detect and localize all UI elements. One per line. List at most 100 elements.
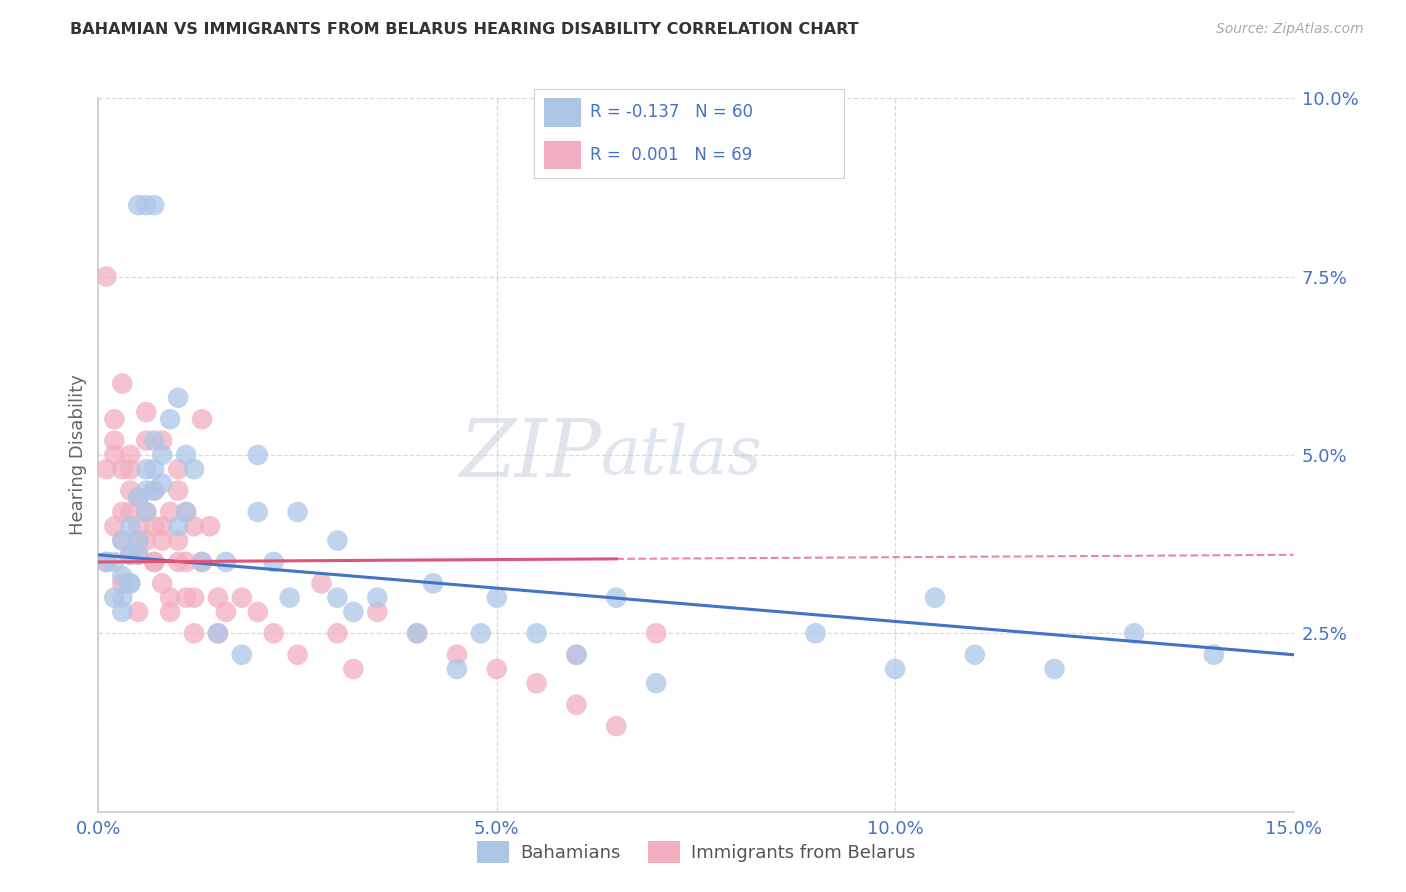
Point — [127, 533, 149, 548]
Point — [191, 555, 214, 569]
Y-axis label: Hearing Disability: Hearing Disability — [69, 375, 87, 535]
Text: Source: ZipAtlas.com: Source: ZipAtlas.com — [1216, 22, 1364, 37]
Point — [191, 412, 214, 426]
Point — [183, 462, 205, 476]
Point — [120, 448, 142, 462]
Point — [287, 648, 309, 662]
Text: atlas: atlas — [600, 422, 762, 488]
Point — [174, 555, 197, 569]
Point — [103, 555, 125, 569]
Point — [127, 491, 149, 505]
Point — [143, 555, 166, 569]
Point — [446, 648, 468, 662]
Point — [207, 591, 229, 605]
Point — [215, 555, 238, 569]
Point — [207, 626, 229, 640]
Point — [103, 434, 125, 448]
Point — [366, 605, 388, 619]
Point — [143, 198, 166, 212]
Point — [605, 719, 627, 733]
Point — [246, 505, 269, 519]
Point — [159, 605, 181, 619]
Point — [143, 434, 166, 448]
Point — [127, 519, 149, 533]
Point — [198, 519, 221, 533]
Point — [366, 591, 388, 605]
Point — [174, 448, 197, 462]
Point — [174, 591, 197, 605]
Bar — [544, 98, 581, 127]
Point — [326, 533, 349, 548]
Point — [103, 448, 125, 462]
Point — [446, 662, 468, 676]
Point — [103, 591, 125, 605]
Point — [246, 448, 269, 462]
Point — [150, 448, 173, 462]
Point — [342, 662, 364, 676]
Point — [884, 662, 907, 676]
Point — [526, 676, 548, 690]
Point — [150, 576, 173, 591]
Point — [143, 519, 166, 533]
Point — [565, 648, 588, 662]
Point — [159, 505, 181, 519]
Point — [150, 519, 173, 533]
Point — [422, 576, 444, 591]
Point — [645, 626, 668, 640]
Point — [120, 505, 142, 519]
Point — [470, 626, 492, 640]
Point — [111, 505, 134, 519]
Point — [120, 462, 142, 476]
Point — [605, 591, 627, 605]
Point — [565, 648, 588, 662]
Point — [111, 576, 134, 591]
Bar — [544, 141, 581, 169]
Point — [127, 533, 149, 548]
Point — [183, 519, 205, 533]
Point — [406, 626, 429, 640]
Point — [111, 462, 134, 476]
Point — [231, 591, 253, 605]
Point — [406, 626, 429, 640]
Point — [207, 626, 229, 640]
Point — [174, 505, 197, 519]
Text: BAHAMIAN VS IMMIGRANTS FROM BELARUS HEARING DISABILITY CORRELATION CHART: BAHAMIAN VS IMMIGRANTS FROM BELARUS HEAR… — [70, 22, 859, 37]
Point — [167, 519, 190, 533]
Point — [150, 434, 173, 448]
Point — [135, 405, 157, 419]
Point — [120, 576, 142, 591]
Point — [231, 648, 253, 662]
Point — [111, 605, 134, 619]
Point — [1202, 648, 1225, 662]
Point — [127, 198, 149, 212]
Point — [96, 462, 118, 476]
Point — [167, 483, 190, 498]
Point — [565, 698, 588, 712]
Point — [111, 591, 134, 605]
Point — [326, 626, 349, 640]
Point — [167, 555, 190, 569]
Point — [96, 269, 118, 284]
Point — [135, 533, 157, 548]
Point — [120, 548, 142, 562]
Point — [526, 626, 548, 640]
Point — [120, 519, 142, 533]
Point — [1043, 662, 1066, 676]
Point — [127, 548, 149, 562]
Point — [135, 483, 157, 498]
Point — [120, 548, 142, 562]
Point — [183, 591, 205, 605]
Point — [120, 483, 142, 498]
Point — [287, 505, 309, 519]
Point — [1123, 626, 1146, 640]
Point — [159, 591, 181, 605]
Point — [485, 591, 508, 605]
Point — [143, 555, 166, 569]
Point — [167, 462, 190, 476]
Point — [120, 576, 142, 591]
Point — [342, 605, 364, 619]
Point — [135, 505, 157, 519]
Point — [103, 519, 125, 533]
Point — [485, 662, 508, 676]
Point — [103, 412, 125, 426]
